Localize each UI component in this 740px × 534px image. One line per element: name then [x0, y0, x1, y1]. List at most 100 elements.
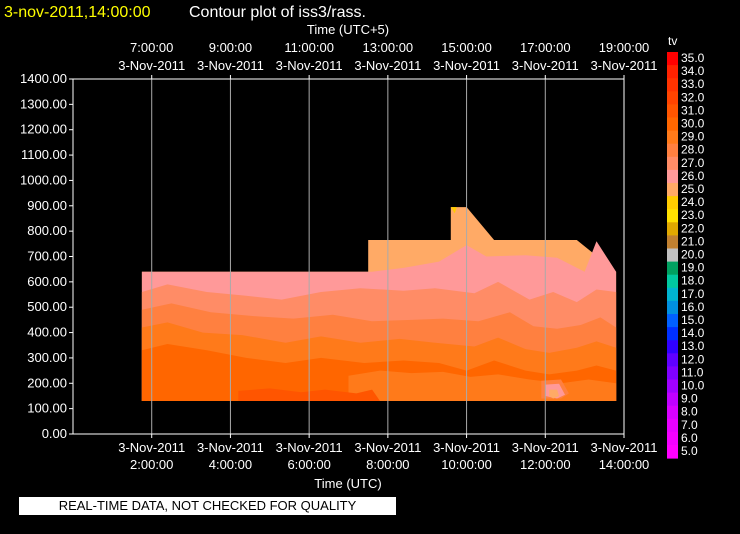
colorbar-swatch [667, 78, 678, 92]
colorbar-swatch [667, 274, 678, 289]
colorbar-swatch [667, 379, 678, 394]
y-tick-label: 600.00 [27, 274, 67, 289]
x2-tick-date: 3-Nov-2011 [118, 58, 185, 73]
colorbar-swatch [667, 91, 678, 105]
x2-tick-date: 3-Nov-2011 [512, 58, 579, 73]
y-tick-label: 300.00 [27, 350, 67, 365]
colorbar-label: 21.0 [681, 234, 705, 248]
x2-tick-date: 3-Nov-2011 [433, 58, 500, 73]
colorbar-label: 33.0 [681, 77, 705, 91]
colorbar-swatch [667, 169, 678, 184]
colorbar-swatch [667, 287, 678, 302]
x-tick-date: 3-Nov-2011 [433, 440, 500, 455]
x2-tick-time: 15:00:00 [441, 40, 492, 55]
contour-band-25-0-9 [549, 389, 560, 399]
y-tick-label: 1200.00 [20, 122, 67, 137]
colorbar-label: 27.0 [681, 156, 705, 170]
colorbar-swatch [667, 52, 678, 66]
colorbar-swatch [667, 143, 678, 158]
colorbar-label: 32.0 [681, 90, 705, 104]
colorbar-label: 25.0 [681, 182, 705, 196]
colorbar-label: 34.0 [681, 64, 705, 78]
quality-warning: REAL-TIME DATA, NOT CHECKED FOR QUALITY [19, 497, 396, 515]
colorbar-variable-label: tv [668, 34, 677, 48]
colorbar-label: 22.0 [681, 221, 705, 235]
x2-tick-date: 3-Nov-2011 [591, 58, 658, 73]
colorbar-swatch [667, 431, 678, 446]
colorbar-swatch [667, 65, 678, 79]
top-axis-label: Time (UTC+5) [307, 22, 389, 37]
x-tick-time: 12:00:00 [520, 457, 571, 472]
colorbar-swatch [667, 104, 678, 118]
colorbar-label: 13.0 [681, 339, 705, 353]
colorbar-label: 31.0 [681, 103, 705, 117]
x-tick-date: 3-Nov-2011 [512, 440, 579, 455]
colorbar-label: 9.0 [681, 392, 698, 406]
y-tick-label: 1400.00 [20, 71, 67, 86]
x2-tick-time: 13:00:00 [363, 40, 414, 55]
y-tick-label: 700.00 [27, 249, 67, 264]
x-tick-time: 4:00:00 [209, 457, 252, 472]
colorbar-swatch [667, 314, 678, 328]
colorbar-swatch [667, 366, 678, 380]
colorbar-swatch [667, 405, 678, 420]
x2-tick-time: 11:00:00 [284, 40, 334, 55]
y-tick-label: 200.00 [27, 375, 67, 390]
colorbar-label: 35.0 [681, 51, 705, 65]
colorbar: 35.034.033.032.031.030.029.028.027.026.0… [667, 51, 705, 459]
x-tick-time: 2:00:00 [130, 457, 173, 472]
colorbar-label: 28.0 [681, 143, 705, 157]
colorbar-label: 20.0 [681, 248, 705, 262]
colorbar-label: 30.0 [681, 117, 705, 131]
colorbar-swatch [667, 156, 678, 171]
grid-lines [151, 79, 546, 434]
y-tick-label: 400.00 [27, 325, 67, 340]
x-tick-time: 6:00:00 [287, 457, 330, 472]
colorbar-swatch [667, 418, 678, 433]
chart-title: Contour plot of iss3/rass. [189, 4, 366, 21]
colorbar-label: 17.0 [681, 287, 705, 301]
y-tick-label: 1000.00 [20, 172, 67, 187]
colorbar-label: 26.0 [681, 169, 705, 183]
x-tick-date: 3-Nov-2011 [276, 440, 343, 455]
colorbar-label: 16.0 [681, 300, 705, 314]
y-tick-label: 1100.00 [21, 147, 67, 162]
colorbar-swatch [667, 117, 678, 132]
colorbar-label: 14.0 [681, 326, 705, 340]
colorbar-label: 11.0 [681, 365, 704, 379]
y-tick-label: 100.00 [27, 401, 67, 416]
contour-band-24-0-11 [450, 207, 457, 214]
x2-tick-date: 3-Nov-2011 [354, 58, 421, 73]
y-tick-label: 500.00 [27, 299, 67, 314]
colorbar-label: 24.0 [681, 195, 705, 209]
x2-tick-time: 19:00:00 [599, 40, 650, 55]
colorbar-label: 7.0 [681, 418, 698, 432]
colorbar-label: 19.0 [681, 261, 705, 275]
colorbar-swatch [667, 261, 678, 276]
colorbar-swatch [667, 196, 678, 210]
y-tick-label: 0.00 [42, 426, 67, 441]
colorbar-swatch [667, 183, 678, 197]
y-tick-label: 900.00 [27, 198, 67, 213]
colorbar-swatch [667, 300, 678, 315]
colorbar-swatch [667, 445, 678, 459]
x-tick-time: 8:00:00 [366, 457, 409, 472]
colorbar-label: 15.0 [681, 313, 705, 327]
x-axis-local: 7:00:00 3-Nov-2011 9:00:00 3-Nov-2011 11:00:… [118, 40, 657, 79]
colorbar-swatch [667, 340, 678, 354]
bottom-axis-label: Time (UTC) [314, 476, 381, 491]
x2-tick-time: 9:00:00 [209, 40, 252, 55]
colorbar-swatch [667, 209, 678, 223]
x2-tick-date: 3-Nov-2011 [197, 58, 264, 73]
y-tick-label: 800.00 [27, 223, 67, 238]
colorbar-swatch [667, 248, 678, 263]
colorbar-label: 6.0 [681, 431, 698, 445]
x2-tick-time: 7:00:00 [130, 40, 173, 55]
x2-tick-time: 17:00:00 [520, 40, 571, 55]
colorbar-swatch [667, 353, 678, 367]
colorbar-label: 12.0 [681, 352, 705, 366]
colorbar-label: 8.0 [681, 405, 698, 419]
x-tick-date: 3-Nov-2011 [118, 440, 185, 455]
colorbar-label: 10.0 [681, 379, 705, 393]
